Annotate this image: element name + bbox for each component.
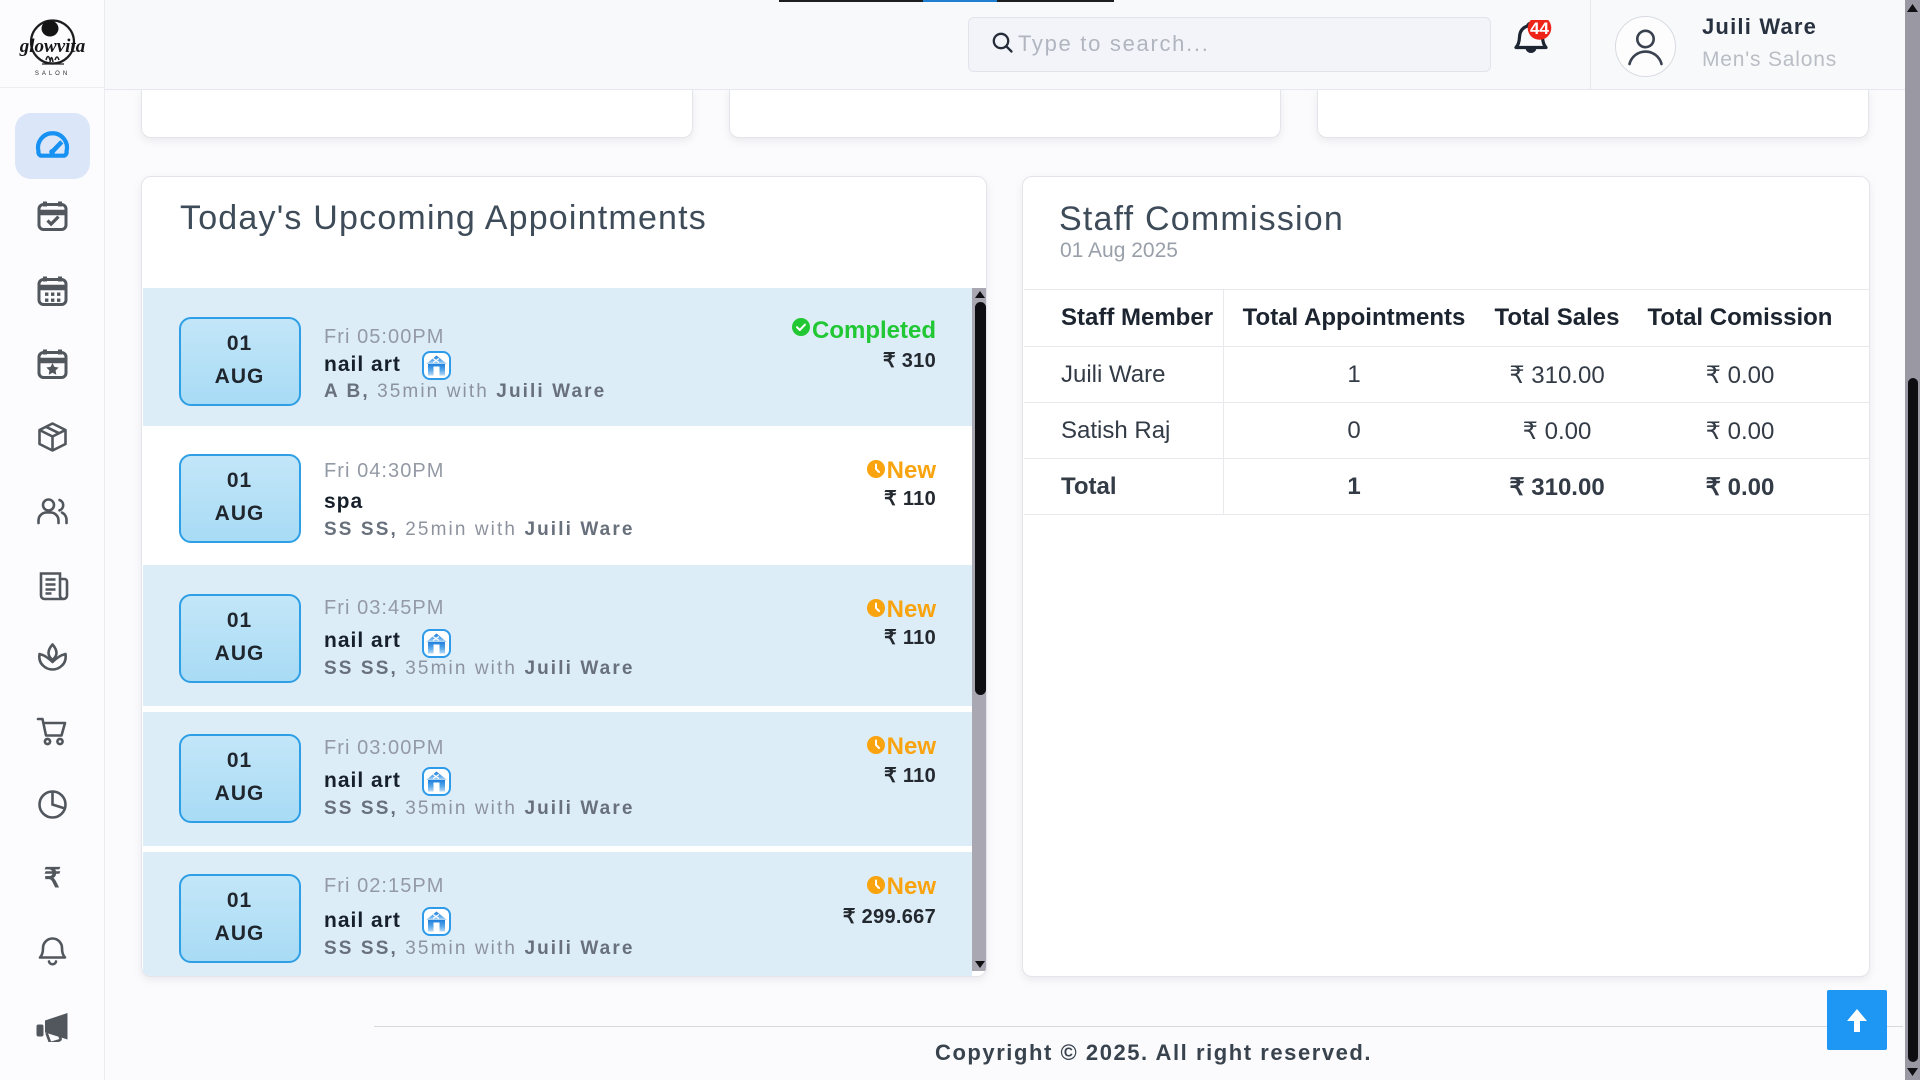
- svg-text:SALON: SALON: [35, 71, 70, 77]
- svg-text:44: 44: [1530, 20, 1549, 38]
- svg-text:glowvita: glowvita: [19, 36, 86, 57]
